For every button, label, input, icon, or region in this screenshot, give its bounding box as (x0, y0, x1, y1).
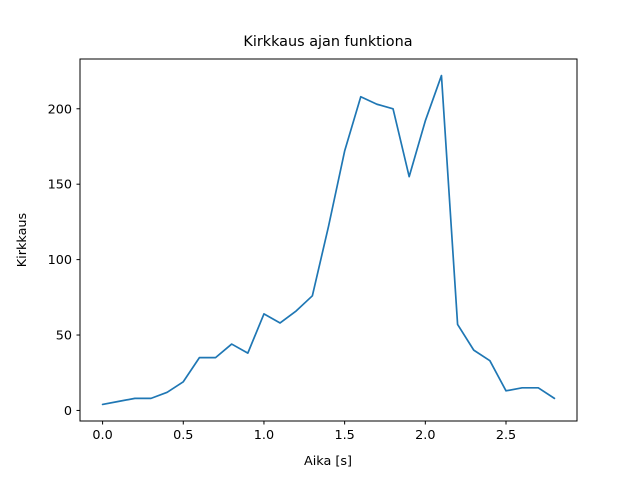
y-axis-tick-marks (76, 108, 80, 411)
y-tick-label: 200 (48, 102, 72, 117)
x-axis-tick-labels: 0.0 0.5 1.0 1.5 2.0 2.5 (92, 428, 516, 443)
y-tick-label: 150 (48, 178, 72, 193)
y-tick-label: 0 (64, 404, 72, 419)
x-tick-label: 2.5 (496, 428, 516, 443)
y-tick-label: 100 (48, 253, 72, 268)
data-series-line (101, 74, 556, 406)
x-axis-label: Aika [s] (304, 454, 352, 469)
x-tick-label: 0.5 (173, 428, 193, 443)
y-axis-tick-labels: 0 50 100 150 200 (48, 102, 72, 419)
x-tick-label: 1.0 (254, 428, 274, 443)
x-tick-label: 1.5 (334, 428, 354, 443)
y-tick-label: 50 (56, 329, 72, 344)
plot-area-frame (79, 58, 578, 422)
x-tick-label: 0.0 (92, 428, 112, 443)
x-tick-label: 2.0 (415, 428, 435, 443)
x-axis-tick-marks (102, 421, 507, 425)
chart-title: Kirkkaus ajan funktiona (243, 34, 412, 50)
y-axis-label: Kirkkaus (15, 212, 30, 267)
